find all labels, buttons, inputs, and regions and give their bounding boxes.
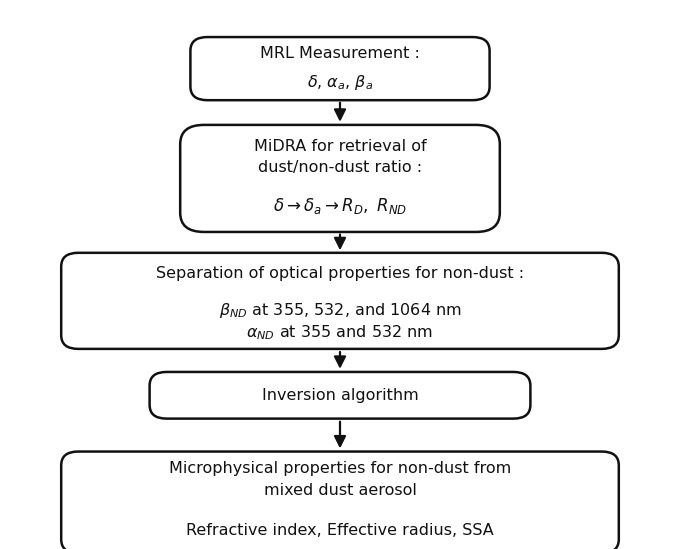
Text: mixed dust aerosol: mixed dust aerosol: [264, 483, 416, 498]
Text: dust/non-dust ratio :: dust/non-dust ratio :: [258, 160, 422, 175]
Text: Separation of optical properties for non-dust :: Separation of optical properties for non…: [156, 266, 524, 281]
Text: MRL Measurement :: MRL Measurement :: [260, 46, 420, 61]
Text: Refractive index, Effective radius, SSA: Refractive index, Effective radius, SSA: [186, 523, 494, 539]
Text: $\beta_{ND}$ at 355, 532, and 1064 nm: $\beta_{ND}$ at 355, 532, and 1064 nm: [219, 301, 461, 320]
Text: $\delta \rightarrow \delta_a \rightarrow R_D,\ R_{ND}$: $\delta \rightarrow \delta_a \rightarrow…: [273, 196, 407, 216]
Text: Microphysical properties for non-dust from: Microphysical properties for non-dust fr…: [169, 461, 511, 476]
FancyBboxPatch shape: [61, 253, 619, 349]
Text: $\alpha_{ND}$ at 355 and 532 nm: $\alpha_{ND}$ at 355 and 532 nm: [246, 323, 434, 342]
FancyBboxPatch shape: [190, 37, 490, 100]
Text: Inversion algorithm: Inversion algorithm: [262, 388, 418, 403]
FancyBboxPatch shape: [150, 372, 530, 418]
Text: MiDRA for retrieval of: MiDRA for retrieval of: [254, 139, 426, 154]
FancyBboxPatch shape: [180, 125, 500, 232]
FancyBboxPatch shape: [61, 451, 619, 549]
Text: $\delta$, $\alpha_a$, $\beta_a$: $\delta$, $\alpha_a$, $\beta_a$: [307, 73, 373, 92]
